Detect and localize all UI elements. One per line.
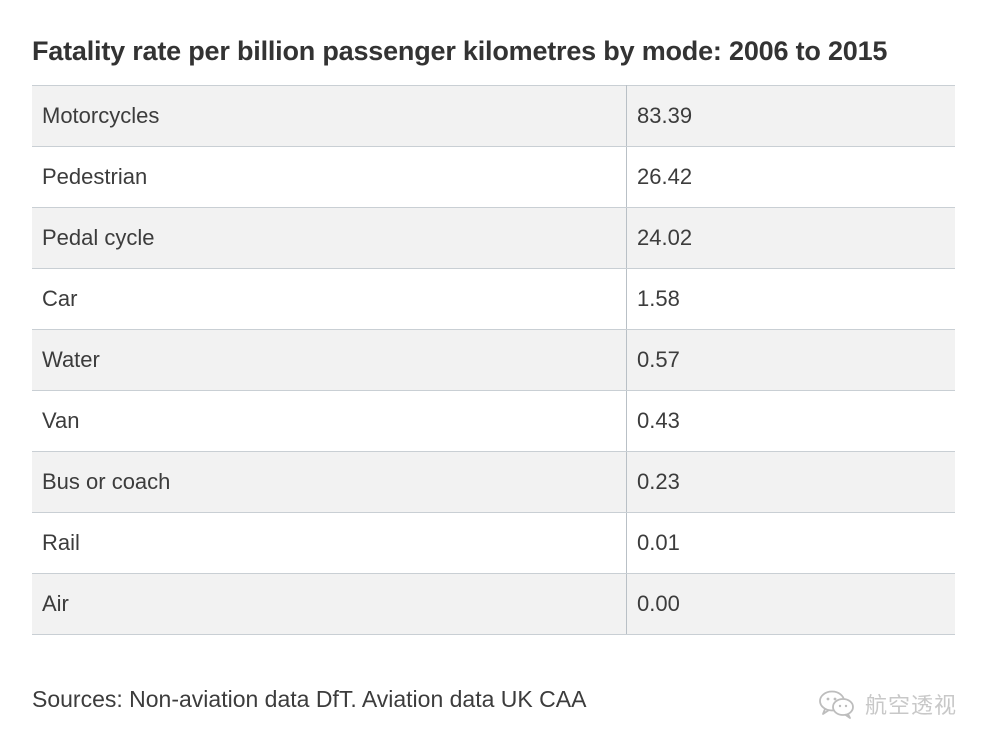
- watermark-text: 航空透视: [864, 694, 957, 719]
- mode-cell: Bus or coach: [32, 451, 627, 513]
- watermark: 航空透视: [817, 688, 957, 720]
- rate-cell: 0.23: [626, 451, 955, 513]
- mode-cell: Motorcycles: [32, 85, 627, 147]
- table-row: Van 0.43: [32, 390, 955, 452]
- mode-cell: Van: [32, 390, 627, 452]
- rate-cell: 0.57: [626, 329, 955, 391]
- rate-cell: 83.39: [626, 85, 955, 147]
- source-note: Sources: Non-aviation data DfT. Aviation…: [32, 686, 587, 712]
- mode-cell: Rail: [32, 512, 627, 574]
- table-row: Air 0.00: [32, 573, 955, 635]
- table-row: Car 1.58: [32, 268, 955, 330]
- mode-cell: Water: [32, 329, 627, 391]
- table-row: Pedestrian 26.42: [32, 146, 955, 208]
- rate-cell: 26.42: [626, 146, 955, 208]
- rate-cell: 0.43: [626, 390, 955, 452]
- rate-cell: 24.02: [626, 207, 955, 269]
- table-row: Water 0.57: [32, 329, 955, 391]
- rate-cell: 0.01: [626, 512, 955, 574]
- table-row: Pedal cycle 24.02: [32, 207, 955, 269]
- mode-cell: Pedal cycle: [32, 207, 627, 269]
- table-row: Rail 0.01: [32, 512, 955, 574]
- fatality-rate-table: Motorcycles 83.39 Pedestrian 26.42 Pedal cyc…: [32, 85, 955, 635]
- wechat-icon: [817, 689, 857, 719]
- mode-cell: Air: [32, 573, 627, 635]
- table-row: Bus or coach 0.23: [32, 451, 955, 513]
- rate-cell: 0.00: [626, 573, 955, 635]
- table-row: Motorcycles 83.39: [32, 85, 955, 147]
- rate-cell: 1.58: [626, 268, 955, 330]
- chart-title: Fatality rate per billion passenger kilo…: [32, 36, 888, 66]
- mode-cell: Car: [32, 268, 627, 330]
- mode-cell: Pedestrian: [32, 146, 627, 208]
- table-body: Motorcycles 83.39 Pedestrian 26.42 Pedal cyc…: [32, 85, 955, 635]
